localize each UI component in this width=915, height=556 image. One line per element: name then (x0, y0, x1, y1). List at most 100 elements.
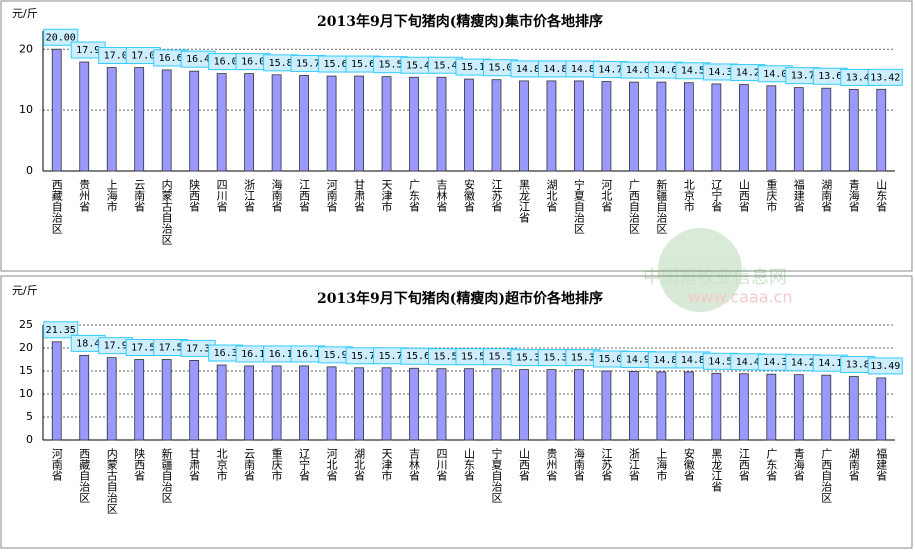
bar (656, 371, 667, 441)
bar (738, 373, 749, 441)
chart-title: 2013年9月下旬猪肉(精瘦肉)超市价各地排序 (317, 290, 603, 307)
value-label: 16.0 (241, 57, 265, 68)
x-tick-label: 天津市 (380, 448, 393, 482)
x-tick-label: 海南省 (572, 447, 585, 482)
y-tick-label: 20 (19, 341, 33, 354)
bar (848, 376, 859, 441)
value-label: 13.8 (846, 360, 870, 371)
y-tick-label: 0 (26, 433, 33, 446)
x-tick-label: 山东省 (463, 448, 476, 482)
value-label: 14.3 (763, 357, 787, 368)
x-tick-label: 福建省 (792, 178, 805, 213)
value-label: 13.42 (870, 72, 900, 83)
x-tick-label: 山东省 (875, 179, 888, 213)
value-label: 16.1 (241, 349, 265, 360)
value-label: 13.6 (818, 71, 842, 82)
x-tick-label: 湖北省 (353, 448, 366, 482)
bar (574, 80, 584, 172)
bar (354, 367, 364, 441)
bar (793, 374, 804, 441)
x-tick-label: 四川省 (435, 448, 448, 482)
bar (683, 371, 694, 441)
x-tick-label: 江苏省 (490, 179, 503, 213)
x-tick-label: 广西自治区 (820, 448, 833, 503)
x-tick-label: 新疆自治区 (160, 447, 173, 503)
value-label: 17.5 (131, 343, 155, 354)
bar (436, 368, 447, 441)
watermark: 中国畜牧业信息网 www.caaa.cn (643, 228, 793, 312)
value-label: 15.0 (598, 354, 622, 365)
value-label: 17.0 (104, 51, 128, 62)
x-tick-label: 陕西省 (188, 178, 201, 213)
value-label: 18.4 (76, 338, 100, 349)
bar (51, 48, 62, 172)
bar (629, 371, 639, 441)
value-label: 15.8 (269, 58, 293, 69)
value-label: 15.4 (433, 60, 457, 71)
x-tick-label: 浙江省 (627, 448, 640, 482)
bar (244, 73, 255, 172)
x-tick-label: 湖北省 (545, 179, 558, 213)
y-tick-label: 0 (26, 164, 33, 177)
value-label: 15.4 (406, 60, 430, 71)
x-tick-label: 广西自治区 (627, 179, 640, 234)
value-label: 15.5 (461, 352, 485, 363)
value-label: 15.7 (379, 351, 403, 362)
x-tick-label: 河北省 (600, 179, 613, 213)
value-label: 17.9 (76, 45, 100, 56)
watermark-name: 中国畜牧业信息网 (643, 267, 787, 288)
bar (711, 83, 722, 172)
x-tick-label: 江西省 (298, 179, 311, 213)
x-tick-label: 北京市 (215, 448, 228, 482)
bar (766, 85, 777, 172)
x-tick-label: 黑龙江省 (517, 179, 530, 224)
bar (436, 76, 447, 172)
value-label: 15.5 (433, 352, 457, 363)
bar (299, 75, 309, 172)
value-label: 15.0 (488, 63, 512, 74)
x-tick-label: 江西省 (737, 448, 750, 482)
x-tick-label: 西藏自治区 (50, 179, 63, 234)
bar (271, 365, 282, 441)
x-tick-label: 吉林省 (435, 179, 448, 213)
value-label: 13.49 (870, 361, 900, 372)
x-tick-label: 广东省 (408, 179, 421, 213)
x-tick-label: 内蒙古自治区 (105, 447, 118, 514)
value-label: 15.6 (406, 351, 430, 362)
watermark-url: www.caaa.cn (687, 288, 792, 307)
bar (683, 82, 694, 172)
x-tick-label: 天津市 (380, 179, 393, 213)
bar (381, 76, 392, 172)
x-tick-label: 浙江省 (243, 179, 256, 213)
value-label: 13.7 (791, 71, 815, 82)
y-tick-label: 10 (19, 387, 33, 400)
panel (0, 0, 913, 272)
bar (491, 79, 502, 172)
value-label: 14.4 (736, 357, 760, 368)
value-label: 21.35 (46, 325, 76, 336)
value-label: 14.8 (516, 64, 540, 75)
value-label: 15.3 (516, 353, 540, 364)
bar (189, 70, 200, 172)
bar (106, 67, 117, 172)
x-tick-label: 重庆市 (765, 178, 778, 213)
x-tick-label: 西藏自治区 (78, 448, 91, 503)
value-label: 17.5 (159, 343, 183, 354)
bar (161, 69, 172, 172)
y-tick-label: 20 (19, 42, 33, 55)
bar (793, 87, 804, 172)
y-tick-label: 10 (19, 103, 33, 116)
value-label: 14.0 (763, 69, 787, 80)
bar (409, 76, 419, 172)
x-tick-label: 甘肃省 (188, 448, 201, 482)
bar (464, 78, 474, 172)
bar (134, 67, 145, 172)
value-label: 16.1 (296, 349, 320, 360)
x-tick-label: 贵州省 (545, 448, 558, 482)
value-label: 15.6 (324, 59, 348, 70)
value-label: 14.7 (598, 65, 622, 76)
x-tick-label: 上海市 (105, 179, 118, 213)
x-tick-label: 湖南省 (820, 179, 833, 213)
x-tick-label: 山西省 (737, 179, 750, 213)
